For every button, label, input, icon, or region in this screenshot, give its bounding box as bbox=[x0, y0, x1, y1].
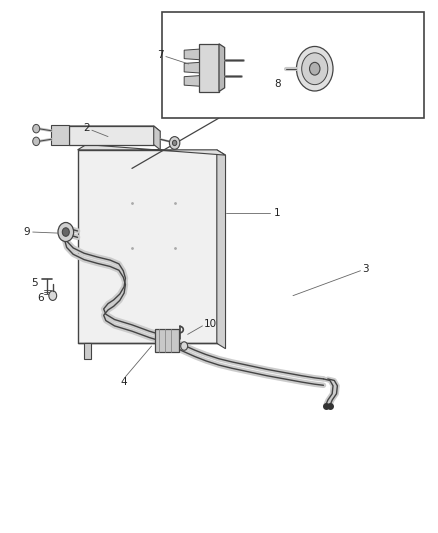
Text: 8: 8 bbox=[275, 78, 281, 88]
Polygon shape bbox=[199, 44, 219, 92]
Text: 10: 10 bbox=[204, 319, 217, 329]
Text: 2: 2 bbox=[83, 123, 89, 133]
Circle shape bbox=[62, 228, 69, 236]
Polygon shape bbox=[69, 126, 154, 144]
Polygon shape bbox=[184, 49, 199, 60]
Circle shape bbox=[33, 124, 40, 133]
Circle shape bbox=[49, 291, 57, 301]
Circle shape bbox=[302, 53, 328, 85]
Text: 5: 5 bbox=[31, 278, 37, 288]
Polygon shape bbox=[217, 150, 226, 349]
Polygon shape bbox=[184, 62, 199, 73]
Text: 3: 3 bbox=[363, 264, 369, 274]
Circle shape bbox=[297, 46, 333, 91]
Circle shape bbox=[33, 137, 40, 146]
Circle shape bbox=[173, 140, 177, 146]
Circle shape bbox=[181, 342, 187, 350]
Circle shape bbox=[310, 62, 320, 75]
Text: 6: 6 bbox=[37, 293, 44, 303]
Bar bbox=[155, 328, 179, 352]
Polygon shape bbox=[184, 76, 199, 86]
Bar bbox=[162, 12, 424, 118]
Polygon shape bbox=[69, 126, 160, 131]
Text: 9: 9 bbox=[23, 227, 30, 237]
Text: 7: 7 bbox=[157, 51, 163, 60]
Polygon shape bbox=[154, 126, 160, 150]
Circle shape bbox=[170, 136, 180, 149]
Polygon shape bbox=[84, 343, 91, 359]
Polygon shape bbox=[78, 150, 217, 343]
Text: 1: 1 bbox=[273, 208, 280, 219]
Polygon shape bbox=[219, 44, 225, 92]
Bar bbox=[51, 125, 69, 144]
Polygon shape bbox=[78, 144, 226, 155]
Text: 4: 4 bbox=[120, 376, 127, 386]
Circle shape bbox=[58, 222, 74, 241]
